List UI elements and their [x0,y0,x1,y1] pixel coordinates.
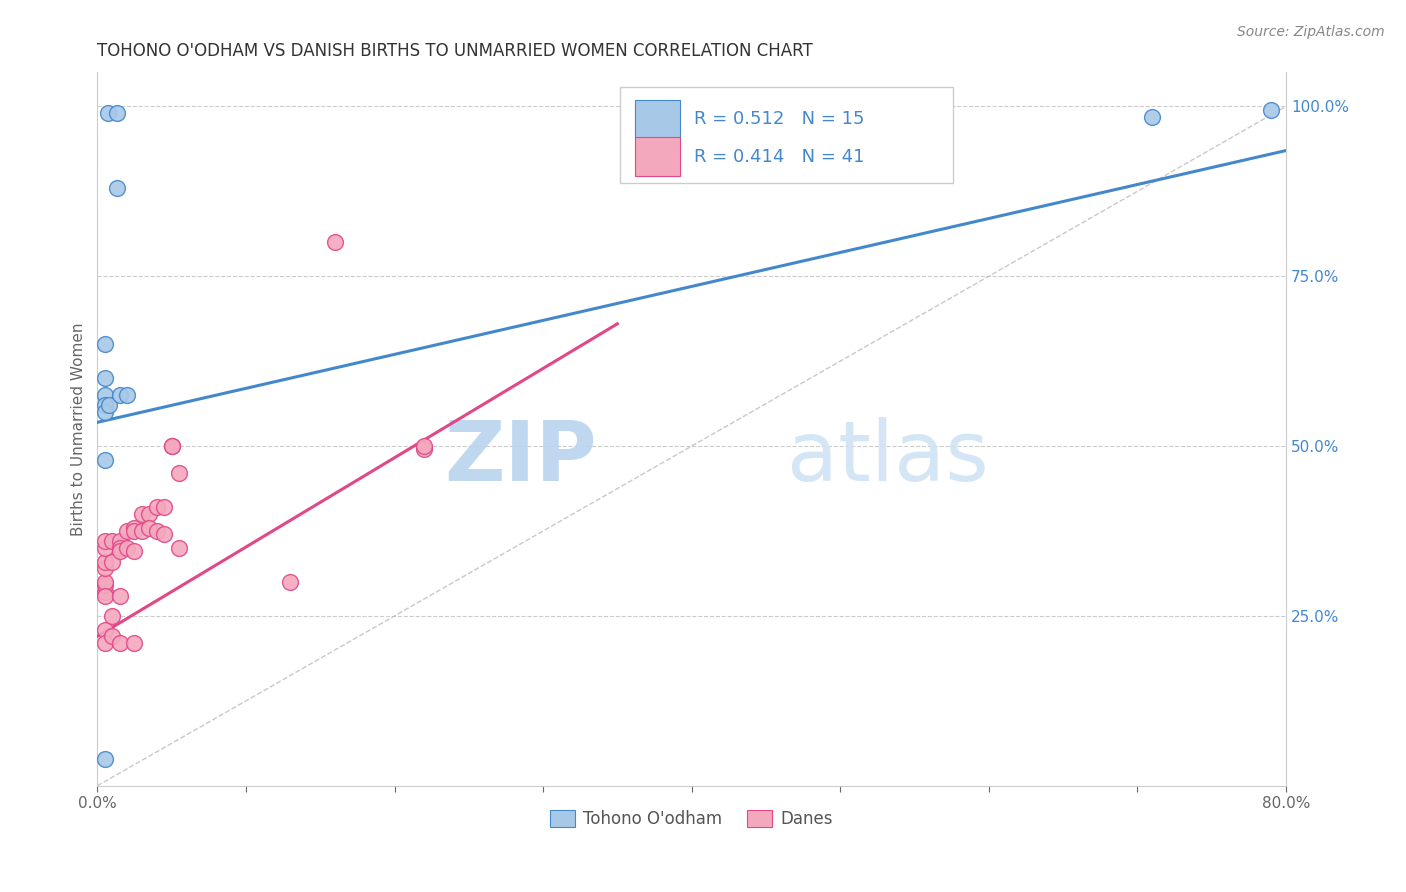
Y-axis label: Births to Unmarried Women: Births to Unmarried Women [72,322,86,536]
Point [138,520,160,534]
Point [323,235,346,250]
Point [101,534,124,549]
Point [167,467,190,481]
Point [108,541,131,555]
Point [115,541,138,555]
Point [153,500,176,515]
Point [167,541,190,555]
Point [160,439,183,453]
Point [280,574,302,589]
Point [115,524,138,538]
FancyBboxPatch shape [634,137,679,176]
Point [94,452,117,467]
Point [1260,103,1282,117]
Point [105,106,128,120]
Point [105,181,128,195]
Point [101,555,124,569]
Point [98,398,121,412]
Point [94,371,117,385]
Point [115,388,138,402]
Point [108,544,131,558]
Text: TOHONO O'ODHAM VS DANISH BIRTHS TO UNMARRIED WOMEN CORRELATION CHART: TOHONO O'ODHAM VS DANISH BIRTHS TO UNMAR… [97,42,813,60]
Text: atlas: atlas [787,417,988,498]
Point [108,388,131,402]
Point [1142,110,1164,124]
Point [124,524,146,538]
Point [94,589,117,603]
Point [94,751,117,765]
Point [94,574,117,589]
FancyBboxPatch shape [634,100,679,138]
Point [146,524,169,538]
Point [108,589,131,603]
Point [94,585,117,599]
Point [124,636,146,650]
Point [94,578,117,592]
Point [124,520,146,534]
Point [108,534,131,549]
Point [138,507,160,521]
Point [94,534,117,549]
Text: ZIP: ZIP [444,417,596,498]
Point [413,442,436,457]
Text: R = 0.512   N = 15: R = 0.512 N = 15 [695,110,865,128]
Point [101,609,124,624]
Point [94,636,117,650]
Point [131,524,153,538]
Text: Source: ZipAtlas.com: Source: ZipAtlas.com [1237,25,1385,39]
Point [413,439,436,453]
Point [153,527,176,541]
Point [97,106,120,120]
Point [94,398,117,412]
Point [94,623,117,637]
Point [108,636,131,650]
Point [94,555,117,569]
Point [124,544,146,558]
Legend: Tohono O'odham, Danes: Tohono O'odham, Danes [543,803,839,835]
Point [94,337,117,351]
Point [94,405,117,419]
Point [146,500,169,515]
Point [94,561,117,575]
Point [131,507,153,521]
Point [160,439,183,453]
FancyBboxPatch shape [620,87,953,183]
Point [94,541,117,555]
Point [94,388,117,402]
Point [101,629,124,643]
Text: R = 0.414   N = 41: R = 0.414 N = 41 [695,147,865,166]
